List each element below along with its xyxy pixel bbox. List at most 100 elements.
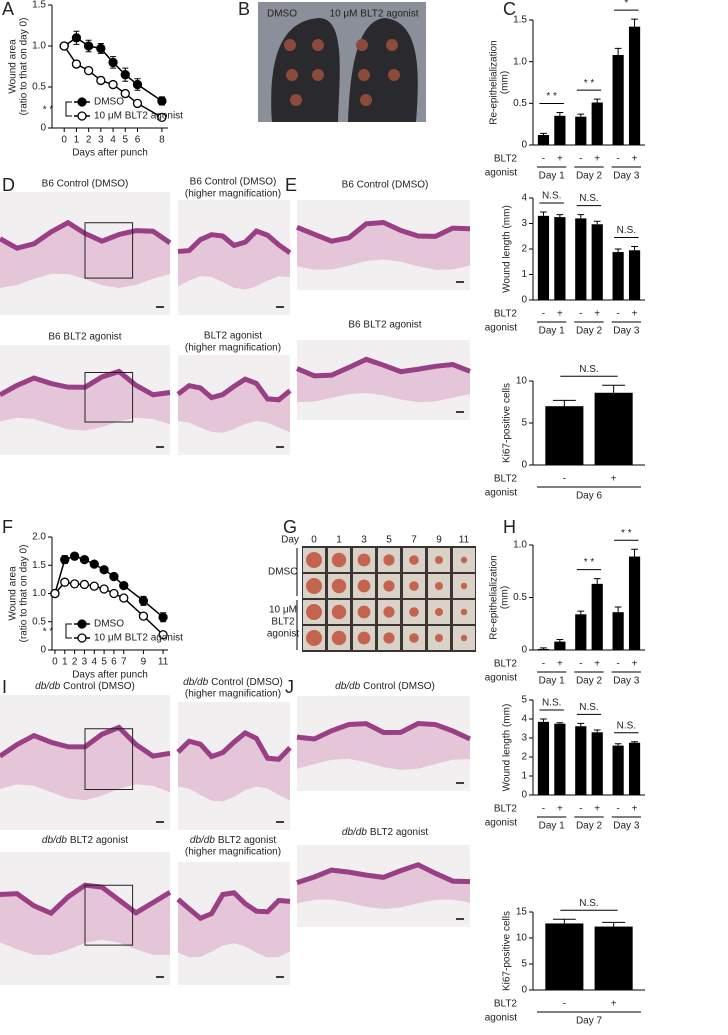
wound-photo: [331, 630, 347, 646]
data-point: [79, 579, 90, 590]
group-axis-label: agonist: [485, 488, 517, 499]
y-axis-label: Wound length (mm): [502, 205, 513, 293]
image-label: B6 Control (DMSO): [42, 179, 129, 190]
x-tick-label: 6: [111, 657, 117, 668]
wound: [388, 69, 400, 81]
wound-photo: [357, 631, 371, 645]
x-tick-label: -: [616, 804, 619, 815]
y-tick-label: 1: [521, 269, 527, 280]
y-tick-label: 4: [521, 714, 527, 725]
significance-label: * *: [584, 78, 595, 89]
condition: Control (DMSO): [211, 677, 283, 688]
significance-label: N.S.: [617, 225, 636, 236]
significance-label: N.S.: [579, 364, 598, 375]
error-bar: [556, 639, 564, 642]
dermis: [178, 231, 290, 290]
group-label: Day 3: [613, 326, 640, 337]
bar: [537, 135, 550, 145]
micrograph: [176, 702, 292, 830]
x-tick-label: +: [611, 999, 617, 1010]
x-tick-label: -: [616, 659, 619, 670]
bar: [591, 732, 603, 795]
image-label: db/db BLT2 agonist: [342, 827, 428, 838]
error-bar: [540, 647, 547, 649]
bar: [591, 102, 603, 145]
error-bar: [577, 113, 585, 117]
strain: db/db: [35, 681, 60, 692]
bar: [554, 641, 566, 650]
x-tick-label: 0: [52, 657, 58, 668]
wound-photo: [460, 582, 468, 590]
image-label: (higher magnification): [185, 343, 281, 354]
y-tick-label: 1.5: [32, 0, 46, 11]
y-tick-label: 10: [516, 933, 528, 944]
strain: db/db: [183, 677, 208, 688]
row-label: 10 μM: [269, 605, 297, 616]
epidermis: [296, 219, 471, 244]
strain: db/db: [335, 681, 360, 692]
wound-photo: [435, 608, 443, 616]
wound: [358, 69, 370, 81]
legend-label: DMSO: [94, 619, 124, 630]
dermis: [297, 222, 470, 270]
wound-photo: [435, 634, 443, 642]
series-line: [63, 36, 163, 102]
panel-letter: C: [503, 0, 516, 19]
micrograph: [0, 695, 171, 830]
wound-photo: [331, 578, 347, 594]
group-axis-label: BLT2: [494, 309, 518, 320]
micrograph: [296, 845, 471, 927]
group-label: Day 1: [539, 326, 566, 337]
y-tick-label: 2: [521, 244, 527, 255]
x-tick-label: 3: [98, 135, 104, 146]
error-bar: [552, 918, 576, 924]
error-bar: [556, 722, 564, 724]
image-label: 10 μM BLT2 agonist: [330, 9, 419, 20]
error-bar: [593, 220, 601, 225]
x-tick-label: 1: [62, 657, 68, 668]
bar: [537, 215, 550, 300]
y-tick-label: 1.5: [32, 560, 46, 571]
dermis: [297, 723, 470, 771]
data-point: [138, 596, 149, 606]
wound-photo: [306, 578, 322, 594]
bar: [537, 648, 550, 650]
wound-photo: [383, 554, 395, 566]
data-point: [158, 612, 168, 622]
significance-label: N.S.: [579, 898, 598, 909]
significance-label: * *: [584, 557, 595, 568]
bar: [628, 26, 641, 146]
image-label: B6 BLT2 agonist: [48, 332, 121, 343]
error-bar: [540, 132, 547, 135]
series-line: [54, 581, 164, 636]
y-tick-label: 1.0: [513, 540, 527, 551]
data-point: [109, 588, 119, 599]
bar: [575, 726, 587, 795]
x-tick-label: 4: [91, 657, 97, 668]
y-axis-label: (ratio to that on day 0): [19, 18, 30, 116]
group-label: Day 2: [576, 171, 603, 182]
wound-photo: [435, 556, 443, 564]
group-label: Day 7: [576, 1016, 603, 1027]
dermis: [178, 892, 290, 958]
group-axis-label: BLT2: [494, 999, 518, 1010]
group-label: Day 1: [539, 171, 566, 182]
group-label: Day 2: [576, 821, 603, 832]
error-bar: [577, 722, 585, 727]
day-number: 7: [411, 535, 417, 546]
error-bar: [614, 743, 622, 746]
group-label: Day 2: [576, 326, 603, 337]
bar: [575, 614, 587, 650]
bar: [594, 926, 633, 990]
bar: [554, 115, 566, 145]
micrograph: [0, 192, 172, 315]
data-point: [119, 580, 129, 591]
micrograph: [296, 200, 471, 290]
data-point: [60, 577, 70, 587]
wound-photo: [460, 556, 468, 564]
bar: [594, 392, 633, 465]
day-label: Day: [281, 535, 299, 546]
x-tick-label: -: [542, 154, 545, 165]
inset-box: [84, 728, 134, 790]
epidermis: [296, 862, 471, 886]
